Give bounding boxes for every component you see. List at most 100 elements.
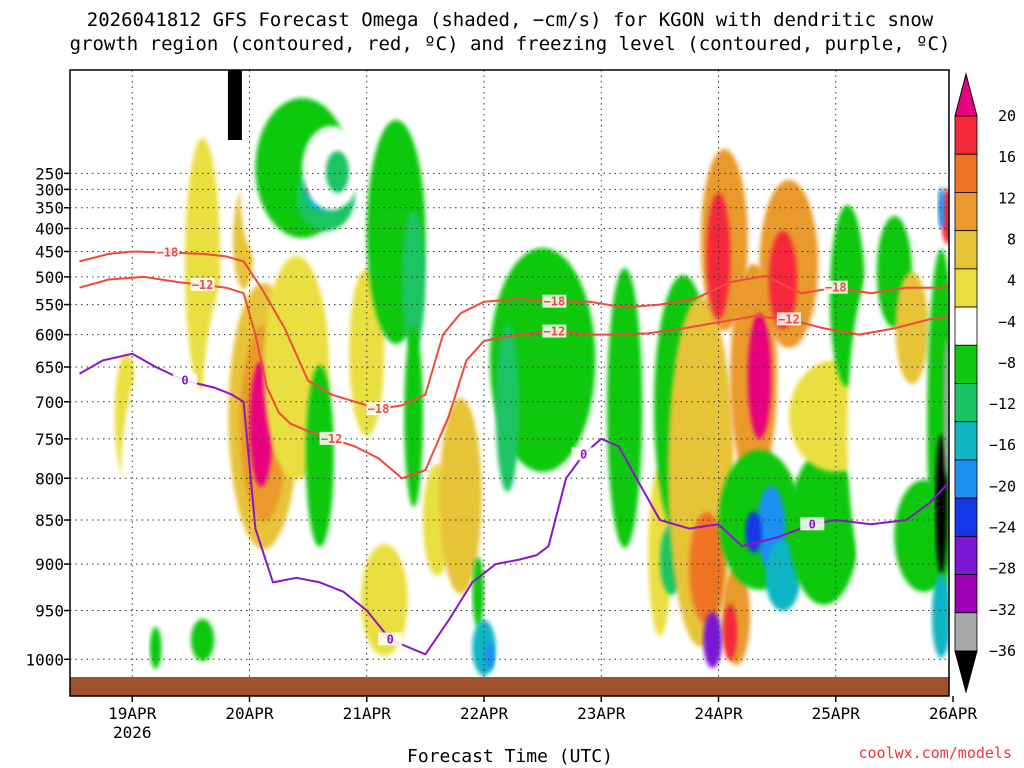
y-tick-label-700: 700 [35, 393, 64, 412]
colorbar-label-5: −4 [998, 313, 1016, 331]
omega-shade-cell-45 [745, 511, 762, 553]
contour-label-bg-2-1 [366, 401, 391, 415]
colorbar-label-8: −16 [989, 436, 1016, 454]
omega-shade-cell-40 [747, 313, 772, 439]
chart-title-line-2: growth region (contoured, red, ºC) and f… [70, 33, 951, 55]
contour-label-0-1: 0 [387, 633, 394, 647]
omega-shade-cell-62 [360, 544, 408, 656]
contour-label-1-0: −12 [192, 278, 214, 292]
colorbar-segment-3 [954, 192, 978, 232]
x-tick-label-22APR: 22APR [460, 704, 509, 723]
x-tick-label-24APR: 24APR [694, 704, 743, 723]
contour-label-bg-2-0 [155, 245, 180, 259]
contour-line-1 [79, 275, 949, 480]
contour-label-1-2: −12 [544, 325, 566, 339]
colorbar-label-0: 20 [998, 107, 1016, 125]
omega-shade-cell-61 [149, 627, 162, 669]
colorbar-label-4: 4 [1007, 272, 1016, 290]
omega-shade-cell-34 [689, 512, 725, 624]
colorbar-segment-top [954, 72, 978, 117]
colorbar-label-11: −28 [989, 560, 1016, 578]
omega-shading [100, 70, 949, 676]
contour-label-2-3: −18 [825, 281, 847, 295]
omega-shade-cell-63 [703, 612, 723, 668]
x-tick-label-19APR: 19APR [108, 704, 157, 723]
contour-line-2 [79, 250, 949, 410]
y-tick-label-900: 900 [35, 555, 64, 574]
x-axis-title: Forecast Time (UTC) [407, 746, 613, 767]
omega-shade-cell-28 [495, 324, 520, 492]
y-tick-label-800: 800 [35, 469, 64, 488]
x-tick-sublabel-year: 2026 [113, 723, 152, 742]
contour-label-bg-1-3 [776, 312, 801, 326]
y-tick-label-850: 850 [35, 511, 64, 530]
omega-shade-cell-20 [401, 210, 426, 350]
plot-area: 0 0 0 0 −12 −12 −12 −12 −18 −18 −18 −18 [70, 70, 949, 696]
contour-label-bg-2-3 [823, 280, 848, 294]
omega-shade-cell-55 [935, 434, 948, 574]
contour-label-0-2: 0 [580, 447, 587, 461]
x-tick-label-20APR: 20APR [225, 704, 274, 723]
colorbar-segment-11 [954, 497, 978, 537]
contour-label-2-1: −18 [368, 402, 390, 416]
omega-shade-cell-56 [943, 338, 949, 478]
chart-title-line-1: 2026041812 GFS Forecast Omega (shaded, −… [87, 9, 934, 31]
omega-shade-cell-26 [485, 642, 495, 670]
grid-lines [70, 70, 949, 696]
contour-label-bg-1-0 [190, 277, 215, 291]
y-tick-label-750: 750 [35, 430, 64, 449]
colorbar-label-3: 8 [1007, 230, 1016, 248]
contour-label-2-2: −18 [544, 295, 566, 309]
credit-text: coolwx.com/models [858, 744, 1012, 762]
contour-label-0-3: 0 [809, 517, 816, 531]
colorbar-segment-12 [954, 535, 978, 575]
x-tick-label-25APR: 25APR [812, 704, 861, 723]
y-tick-label-650: 650 [35, 358, 64, 377]
y-tick-label-1000: 1000 [25, 650, 64, 669]
y-tick-label-500: 500 [35, 268, 64, 287]
contour-label-bg-0-2 [571, 447, 596, 461]
x-tick-label-23APR: 23APR [577, 704, 626, 723]
colorbar-label-6: −8 [998, 354, 1016, 372]
y-tick-label-250: 250 [35, 164, 64, 183]
y-tick-label-550: 550 [35, 296, 64, 315]
colorbar-label-1: 16 [998, 148, 1016, 166]
y-tick-label-300: 300 [35, 180, 64, 199]
omega-shade-cell-16 [325, 151, 350, 193]
contour-label-2-0: −18 [157, 245, 179, 259]
y-tick-label-450: 450 [35, 242, 64, 261]
omega-shade-cell-21 [404, 325, 424, 507]
x-tick-label-26APR: 26APR [929, 704, 978, 723]
colorbar-segment-2 [954, 153, 978, 193]
y-tick-label-950: 950 [35, 602, 64, 621]
omega-shade-cell-60 [190, 619, 215, 661]
omega-shade-cell-23 [439, 398, 482, 594]
colorbar-label-2: 12 [998, 189, 1016, 207]
omega-shade-cell-38 [723, 604, 738, 660]
colorbar: 20 16 12 8 4 −4 −8 −12 −16 −20 −24 −28 −32 −36 [954, 72, 1016, 694]
omega-shade-cell-36 [706, 193, 731, 319]
y-tick-label-400: 400 [35, 219, 64, 238]
contour-label-1-3: −12 [778, 312, 800, 326]
y-tick-label-350: 350 [35, 199, 64, 218]
contour-label-bg-1-2 [542, 324, 567, 338]
omega-shade-cell-29 [607, 268, 643, 548]
x-tick-label-21APR: 21APR [343, 704, 392, 723]
contour-label-bg-0-0 [173, 373, 198, 387]
colorbar-segment-7 [954, 344, 978, 384]
colorbar-segment-10 [954, 459, 978, 499]
omega-shade-cell-17 [305, 365, 334, 547]
contour-label-bg-0-3 [800, 517, 825, 531]
plot-frame [69, 69, 950, 697]
colorbar-segment-9 [954, 421, 978, 461]
colorbar-segment-6 [954, 306, 978, 346]
colorbar-segment-8 [954, 383, 978, 423]
omega-shade-cell-57 [931, 574, 949, 658]
omega-shade-cell-42 [768, 231, 798, 329]
contour-label-bg-0-1 [378, 632, 403, 646]
contour-lines: 0 0 0 0 −12 −12 −12 −12 −18 −18 −18 −18 [79, 245, 949, 656]
omega-shade-cell-52 [895, 272, 929, 384]
contour-label-0-0: 0 [181, 374, 188, 388]
colorbar-segment-13 [954, 574, 978, 614]
